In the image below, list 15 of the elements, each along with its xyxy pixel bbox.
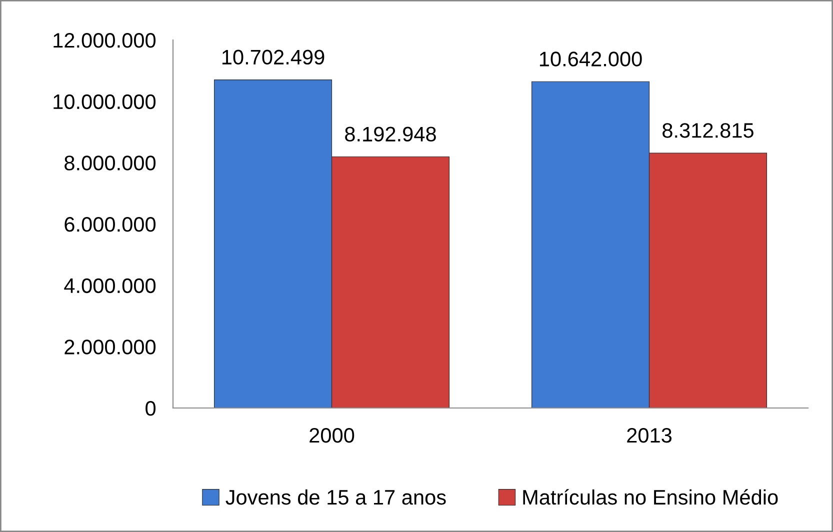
data-label: 8.192.948 [345,126,436,142]
y-tick-label: 4.000.000 [64,278,156,294]
legend-label: Jovens de 15 a 17 anos [226,489,446,505]
x-tick-label: 2000 [310,428,354,443]
y-tick-label: 8.000.000 [64,156,156,170]
y-tick-label: 0 [146,401,156,416]
y-tick-label: 12.000.000 [54,33,156,48]
x-tick-label: 2013 [627,428,672,443]
y-tick-label: 6.000.000 [64,217,156,232]
legend-label: Matrículas no Ensino Médio [523,489,778,505]
y-tick-label: 2.000.000 [64,340,156,354]
data-label: 10.642.000 [540,52,642,66]
data-label: 8.312.815 [662,123,754,138]
data-label: 10.702.499 [222,50,324,65]
y-tick-label: 10.000.000 [54,94,156,110]
